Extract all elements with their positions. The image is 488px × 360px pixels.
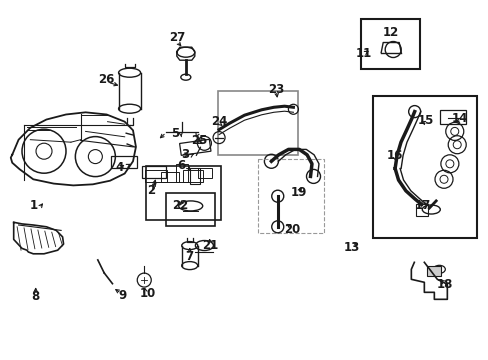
Text: 17: 17 bbox=[414, 199, 430, 212]
Bar bbox=[198, 168, 212, 178]
Text: 25: 25 bbox=[191, 134, 207, 147]
Text: 15: 15 bbox=[416, 114, 433, 127]
Bar bbox=[161, 172, 179, 182]
Bar bbox=[166, 193, 215, 226]
Text: 10: 10 bbox=[139, 287, 156, 300]
Text: 8: 8 bbox=[32, 291, 40, 303]
Text: 9: 9 bbox=[118, 289, 126, 302]
Text: 14: 14 bbox=[450, 112, 467, 125]
Text: 20: 20 bbox=[284, 223, 300, 236]
Bar bbox=[415, 204, 427, 216]
Text: 11: 11 bbox=[355, 47, 372, 60]
Text: 18: 18 bbox=[436, 278, 452, 291]
Text: 22: 22 bbox=[171, 199, 188, 212]
Bar bbox=[179, 139, 210, 156]
Text: 24: 24 bbox=[210, 115, 227, 128]
Bar bbox=[258, 159, 323, 233]
Bar bbox=[142, 166, 166, 178]
Bar bbox=[183, 170, 203, 183]
Bar bbox=[189, 168, 199, 184]
Text: 26: 26 bbox=[98, 73, 115, 86]
Text: 6: 6 bbox=[177, 159, 184, 172]
Bar bbox=[145, 166, 221, 220]
Text: 1: 1 bbox=[29, 199, 37, 212]
Bar bbox=[217, 91, 298, 155]
Text: 19: 19 bbox=[290, 186, 307, 199]
Text: 5: 5 bbox=[171, 127, 179, 140]
Text: 27: 27 bbox=[168, 31, 185, 44]
Text: 16: 16 bbox=[386, 149, 403, 162]
Text: 3: 3 bbox=[181, 148, 188, 161]
Text: 12: 12 bbox=[382, 26, 399, 39]
Bar bbox=[144, 170, 166, 182]
Text: 23: 23 bbox=[267, 83, 284, 96]
Text: 2: 2 bbox=[147, 184, 155, 197]
Bar bbox=[439, 110, 465, 124]
Bar bbox=[372, 96, 476, 238]
Bar bbox=[176, 164, 187, 182]
Bar bbox=[427, 266, 441, 276]
Text: 13: 13 bbox=[343, 241, 360, 254]
Text: 21: 21 bbox=[202, 239, 218, 252]
Text: 7: 7 bbox=[185, 250, 193, 263]
Bar bbox=[360, 19, 419, 69]
Bar bbox=[110, 156, 137, 168]
Text: 4: 4 bbox=[116, 161, 123, 174]
